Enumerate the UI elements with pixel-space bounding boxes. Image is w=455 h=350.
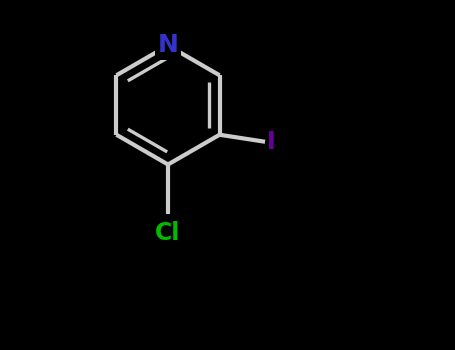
Text: N: N bbox=[157, 34, 178, 57]
Text: Cl: Cl bbox=[155, 220, 181, 245]
Text: I: I bbox=[267, 130, 276, 154]
